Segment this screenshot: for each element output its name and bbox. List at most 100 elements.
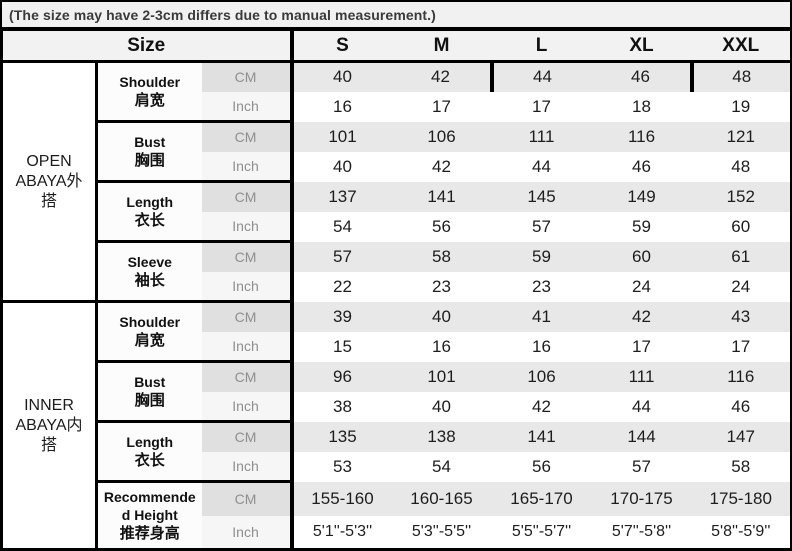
- value-cell: 17: [491, 91, 592, 122]
- value-cell: 160-165: [391, 481, 492, 516]
- table-row: Length 衣长 CM 137 141 145 149 152: [2, 180, 792, 242]
- measurement-name-en: Bust: [134, 373, 166, 390]
- value-cell: 23: [491, 271, 592, 302]
- unit-inch: Inch: [201, 91, 294, 122]
- value-cell: 56: [391, 211, 492, 242]
- value-cell: 42: [591, 301, 692, 332]
- table-row: Sleeve 袖长 CM 57 58 59 60 61: [2, 240, 792, 302]
- value-cell: 175-180: [691, 481, 792, 516]
- value-cell: 106: [391, 121, 492, 152]
- value-cell: 60: [591, 241, 692, 272]
- value-cell: 101: [391, 361, 492, 392]
- unit-cm: CM: [201, 480, 294, 516]
- value-cell: 121: [691, 121, 792, 152]
- table-row: Bust 胸围 CM 96 101 106 111 116: [2, 360, 792, 422]
- value-cell: 44: [489, 61, 592, 92]
- value-cell: 58: [691, 451, 792, 482]
- value-cell: 57: [591, 451, 692, 482]
- value-cell: 48: [691, 151, 792, 182]
- measurement-name-zh: 衣长: [134, 451, 165, 469]
- group-label-inner-abaya: INNER ABAYA内搭: [1, 300, 98, 550]
- table-row: Inch 5'1''-5'3'' 5'3''-5'5'' 5'5''-5'7''…: [2, 515, 792, 550]
- value-cell: 5'5''-5'7'': [491, 515, 592, 550]
- value-cell: 39: [291, 301, 392, 332]
- table-row: Recommended Height 推荐身高 CM 155-160 160-1…: [2, 480, 792, 550]
- value-cell: 16: [391, 331, 492, 362]
- value-cell: 22: [291, 271, 392, 302]
- table-row: Inch 22 23 23 24 24: [2, 271, 792, 302]
- size-col-header-s: S: [291, 29, 392, 63]
- table-row: Inch 40 42 44 46 48: [2, 151, 792, 182]
- value-cell: 54: [391, 451, 492, 482]
- measurement-name-zh: 衣长: [134, 211, 165, 229]
- value-cell: 42: [391, 61, 492, 92]
- value-cell: 53: [291, 451, 392, 482]
- measurement-name-zh: 袖长: [134, 271, 165, 289]
- value-cell: 41: [491, 301, 592, 332]
- value-cell: 44: [591, 391, 692, 422]
- value-cell: 141: [491, 421, 592, 452]
- table-row: Inch 15 16 16 17 17: [2, 331, 792, 362]
- measurement-name-en: Length: [126, 193, 174, 210]
- value-cell: 152: [691, 181, 792, 212]
- unit-cm: CM: [201, 180, 294, 212]
- value-cell: 40: [291, 151, 392, 182]
- value-cell: 116: [591, 121, 692, 152]
- table-row: Inch 54 56 57 59 60: [2, 211, 792, 242]
- value-cell: 111: [491, 121, 592, 152]
- value-cell: 43: [691, 301, 792, 332]
- unit-inch: Inch: [201, 331, 294, 362]
- measurement-name-length: Length 衣长: [96, 420, 202, 482]
- header-row: Size S M L XL XXL: [1, 29, 792, 63]
- value-cell: 16: [491, 331, 592, 362]
- value-cell: 5'3''-5'5'': [391, 515, 492, 550]
- measurement-name-en: Length: [126, 433, 174, 450]
- value-cell: 15: [291, 331, 392, 362]
- unit-cm: CM: [201, 60, 294, 92]
- table-row: INNER ABAYA内搭 Shoulder 肩宽 CM 39 40 41 42…: [1, 300, 792, 550]
- value-cell: 44: [491, 151, 592, 182]
- value-cell: 46: [591, 61, 692, 92]
- value-cell: 18: [591, 91, 692, 122]
- measurement-name-en: Recommended Height: [103, 488, 196, 523]
- size-col-header-l: L: [491, 29, 592, 63]
- table-row: Inch 38 40 42 44 46: [2, 391, 792, 422]
- table-row: Inch 16 17 17 18 19: [2, 91, 792, 122]
- value-cell: 165-170: [491, 481, 592, 516]
- table-row: Inch 53 54 56 57 58: [2, 451, 792, 482]
- value-cell: 135: [291, 421, 392, 452]
- value-cell: 5'8''-5'9'': [691, 515, 792, 550]
- value-cell: 5'7''-5'8'': [591, 515, 692, 550]
- value-cell: 42: [391, 151, 492, 182]
- table-row: Bust 胸围 CM 101 106 111 116 121: [2, 120, 792, 182]
- size-chart-table: Size S M L XL XXL OPEN ABAYA外搭 Shoulder …: [0, 28, 792, 551]
- value-cell: 170-175: [591, 481, 692, 516]
- value-cell: 141: [391, 181, 492, 212]
- measurement-name-zh: 肩宽: [134, 91, 165, 109]
- value-cell: 149: [591, 181, 692, 212]
- measurement-name-sleeve: Sleeve 袖长: [96, 240, 202, 302]
- measurement-name-length: Length 衣长: [96, 180, 202, 242]
- unit-cm: CM: [201, 300, 294, 332]
- value-cell: 38: [291, 391, 392, 422]
- size-col-header-xxl: XXL: [691, 29, 792, 63]
- value-cell: 24: [691, 271, 792, 302]
- unit-inch: Inch: [201, 391, 294, 422]
- unit-inch: Inch: [201, 211, 294, 242]
- unit-inch: Inch: [201, 271, 294, 302]
- measurement-name-shoulder: Shoulder 肩宽: [96, 300, 202, 362]
- value-cell: 116: [691, 361, 792, 392]
- measurement-name-en: Bust: [134, 133, 166, 150]
- value-cell: 16: [291, 91, 392, 122]
- unit-cm: CM: [201, 420, 294, 452]
- value-cell: 111: [591, 361, 692, 392]
- value-cell: 23: [391, 271, 492, 302]
- value-cell: 57: [291, 241, 392, 272]
- value-cell: 57: [491, 211, 592, 242]
- value-cell: 155-160: [291, 481, 392, 516]
- value-cell: 54: [291, 211, 392, 242]
- size-col-header-xl: XL: [591, 29, 692, 63]
- measurement-name-bust: Bust 胸围: [96, 360, 202, 422]
- measurement-name-en: Shoulder: [119, 313, 181, 330]
